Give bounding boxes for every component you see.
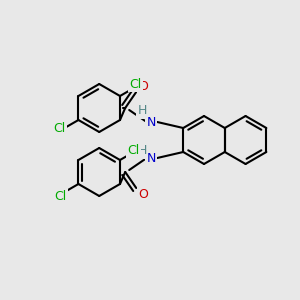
Text: Cl: Cl [130, 77, 142, 91]
Text: H: H [137, 145, 147, 158]
Text: O: O [138, 80, 148, 92]
Text: O: O [138, 188, 148, 200]
Text: Cl: Cl [54, 122, 66, 136]
Text: N: N [146, 152, 156, 164]
Text: Cl: Cl [128, 143, 140, 157]
Text: N: N [146, 116, 156, 128]
Text: Cl: Cl [55, 190, 67, 202]
Text: H: H [137, 104, 147, 118]
